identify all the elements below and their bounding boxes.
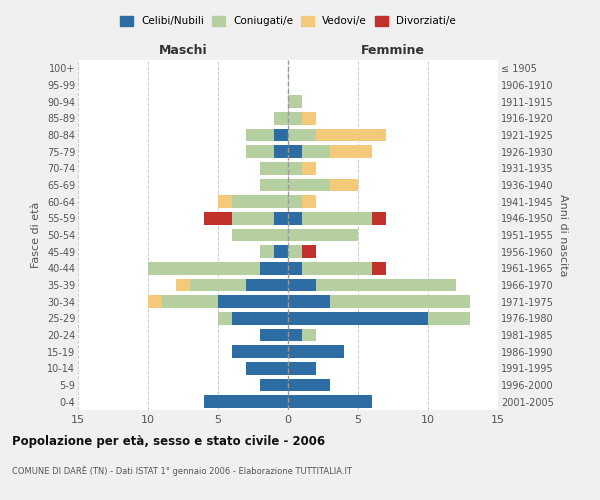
Bar (288, 279, 316, 291)
Bar (232, 212, 274, 224)
Bar (176, 279, 190, 291)
Bar (204, 212, 232, 224)
Y-axis label: Anni di nascita: Anni di nascita (557, 194, 568, 276)
Bar (274, 146, 288, 158)
Bar (288, 346, 344, 358)
Bar (288, 129, 316, 141)
Bar (302, 112, 316, 124)
Bar (302, 196, 316, 208)
Bar (288, 162, 302, 174)
Bar (288, 246, 302, 258)
Legend: Celibi/Nubili, Coniugati/e, Vedovi/e, Divorziati/e: Celibi/Nubili, Coniugati/e, Vedovi/e, Di… (120, 16, 456, 26)
Bar (330, 179, 358, 192)
Bar (288, 312, 428, 324)
Bar (232, 196, 288, 208)
Bar (260, 162, 288, 174)
Bar (302, 246, 316, 258)
Bar (204, 396, 288, 408)
Bar (288, 179, 330, 192)
Bar (148, 296, 162, 308)
Bar (274, 212, 288, 224)
Text: Popolazione per età, sesso e stato civile - 2006: Popolazione per età, sesso e stato civil… (12, 435, 325, 448)
Bar (330, 146, 372, 158)
Bar (288, 396, 372, 408)
Text: Femmine: Femmine (361, 44, 425, 57)
Text: COMUNE DI DARÈ (TN) - Dati ISTAT 1° gennaio 2006 - Elaborazione TUTTITALIA.IT: COMUNE DI DARÈ (TN) - Dati ISTAT 1° genn… (12, 465, 352, 475)
Bar (260, 262, 288, 274)
Bar (288, 212, 302, 224)
Bar (274, 129, 288, 141)
Bar (288, 146, 302, 158)
Bar (246, 279, 288, 291)
Bar (246, 146, 274, 158)
Bar (274, 112, 288, 124)
Bar (218, 196, 232, 208)
Bar (232, 229, 288, 241)
Bar (190, 279, 246, 291)
Bar (246, 129, 274, 141)
Bar (288, 112, 302, 124)
Bar (260, 179, 288, 192)
Bar (288, 296, 330, 308)
Bar (288, 229, 358, 241)
Y-axis label: Fasce di età: Fasce di età (31, 202, 41, 268)
Bar (330, 296, 470, 308)
Bar (162, 296, 218, 308)
Bar (288, 196, 302, 208)
Bar (260, 329, 288, 341)
Bar (288, 262, 302, 274)
Bar (288, 329, 302, 341)
Text: Maschi: Maschi (158, 44, 208, 57)
Bar (218, 312, 232, 324)
Bar (288, 362, 316, 374)
Bar (232, 312, 288, 324)
Bar (232, 346, 288, 358)
Bar (302, 262, 372, 274)
Bar (288, 379, 330, 391)
Bar (274, 246, 288, 258)
Bar (218, 296, 288, 308)
Bar (316, 279, 456, 291)
Bar (316, 129, 386, 141)
Bar (260, 379, 288, 391)
Bar (302, 146, 330, 158)
Bar (428, 312, 470, 324)
Bar (288, 96, 302, 108)
Bar (302, 329, 316, 341)
Bar (372, 262, 386, 274)
Bar (246, 362, 288, 374)
Bar (260, 246, 274, 258)
Bar (372, 212, 386, 224)
Bar (148, 262, 260, 274)
Bar (302, 162, 316, 174)
Bar (302, 212, 372, 224)
